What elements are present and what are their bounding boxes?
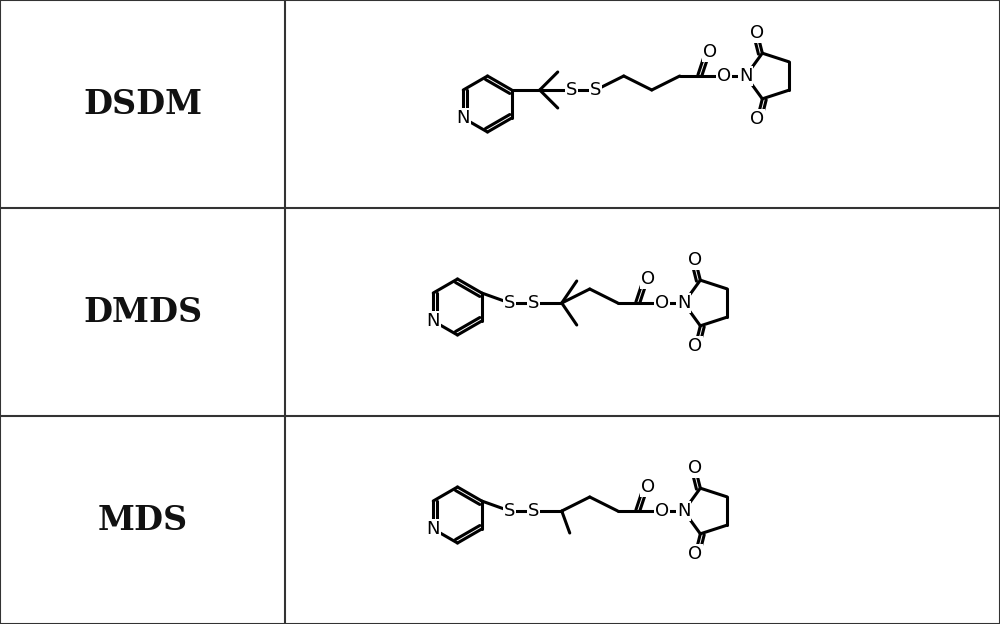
Text: N: N (677, 502, 690, 520)
Text: MDS: MDS (97, 504, 188, 537)
Text: O: O (750, 24, 764, 42)
Text: N: N (457, 109, 470, 127)
Text: O: O (655, 502, 669, 520)
Text: O: O (655, 294, 669, 312)
Text: O: O (688, 459, 702, 477)
Text: O: O (750, 110, 764, 128)
Text: S: S (528, 294, 539, 312)
Text: S: S (504, 294, 515, 312)
Text: O: O (641, 478, 655, 496)
Text: DMDS: DMDS (83, 296, 202, 328)
Text: DSDM: DSDM (83, 87, 202, 120)
Text: N: N (739, 67, 752, 85)
Text: S: S (590, 81, 601, 99)
Text: S: S (566, 81, 577, 99)
Text: O: O (688, 251, 702, 269)
Text: S: S (504, 502, 515, 520)
Text: O: O (703, 43, 717, 61)
Text: O: O (641, 270, 655, 288)
Text: N: N (677, 294, 690, 312)
Text: O: O (688, 545, 702, 563)
Text: O: O (688, 337, 702, 355)
Text: N: N (427, 312, 440, 330)
Text: O: O (717, 67, 731, 85)
Text: N: N (427, 520, 440, 538)
Text: S: S (528, 502, 539, 520)
